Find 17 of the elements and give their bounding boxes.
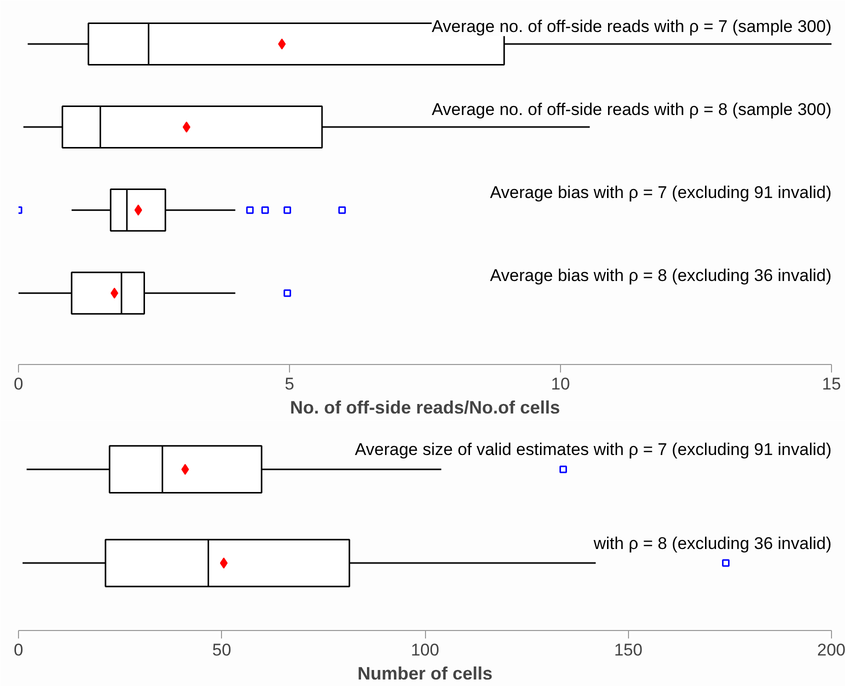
x-tick-label: 0 — [14, 640, 24, 660]
category-label: Average no. of off-side reads with ρ = 8 (sample 300) — [432, 100, 832, 120]
x-axis-title: No. of off-side reads/No.of cells — [290, 398, 560, 418]
x-tick-label: 200 — [817, 640, 845, 660]
category-label: Average size of valid estimates with ρ = 7 (excluding 91 invalid) — [354, 440, 832, 460]
category-label: Average bias with ρ = 7 (excluding 91 invalid) — [490, 183, 832, 202]
x-tick-label: 0 — [14, 374, 24, 394]
category-label: Average bias with ρ = 8 (excluding 36 invalid) — [490, 266, 832, 286]
x-tick-label: 15 — [822, 374, 841, 394]
x-tick-label: 100 — [410, 640, 440, 660]
x-tick-label: 150 — [614, 640, 642, 660]
x-axis-title: Number of cells — [357, 664, 493, 684]
category-label: with ρ = 8 (excluding 36 invalid) — [594, 534, 832, 553]
category-label: Average no. of off-side reads with ρ = 7 (sample 300) — [432, 17, 832, 36]
x-tick-label: 10 — [551, 374, 570, 394]
x-tick-label: 50 — [212, 640, 232, 660]
x-tick-label: 5 — [284, 374, 294, 394]
